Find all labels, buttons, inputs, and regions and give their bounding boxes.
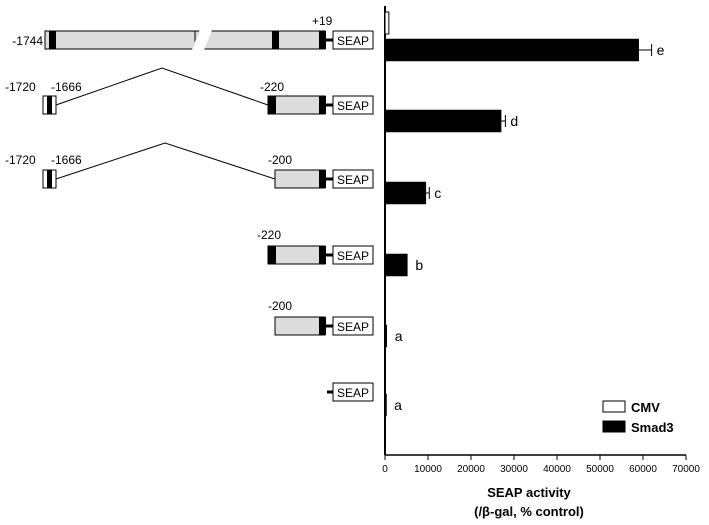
seap-reporter-box	[332, 30, 374, 50]
position-label: -1720	[5, 80, 36, 94]
bar-smad3	[384, 324, 387, 348]
construct-row-4: SEAP -220	[257, 228, 374, 265]
seap-reporter-label: SEAP	[337, 173, 369, 187]
deletion-line	[55, 142, 276, 180]
position-label: -1666	[51, 153, 82, 167]
element-block	[49, 31, 56, 49]
position-label: -220	[257, 228, 281, 242]
legend-swatch-cmv	[602, 400, 626, 413]
x-tick-label: 20000	[457, 464, 485, 475]
x-tick-label: 60000	[629, 464, 657, 475]
element-block	[272, 31, 279, 49]
seap-reporter-label: SEAP	[337, 320, 369, 334]
bar-smad3	[384, 393, 387, 417]
proximal-promoter-box	[274, 316, 326, 336]
x-axis-title: SEAP activity	[487, 485, 571, 500]
significance-letter: c	[434, 185, 441, 201]
break-mark	[192, 30, 212, 50]
bar-smad3	[384, 181, 427, 205]
significance-letter: a	[394, 397, 402, 413]
construct-row-2: SEAP -1720 -1666 -220	[5, 67, 374, 115]
position-label: -200	[268, 299, 292, 313]
position-label: +19	[312, 14, 333, 28]
bar-smad3	[384, 109, 502, 133]
seap-reporter-box	[332, 382, 374, 402]
x-tick-label: 0	[382, 464, 388, 475]
seap-reporter-label: SEAP	[337, 249, 369, 263]
significance-letter: a	[395, 328, 403, 344]
bar-chart: 0 10000 20000 30000 40000 50000 60000 70000 e d c…	[382, 6, 700, 519]
seap-reporter-box	[332, 245, 374, 265]
legend: CMV Smad3	[602, 400, 674, 435]
position-label: -1666	[51, 80, 82, 94]
x-tick-label: 30000	[500, 464, 528, 475]
proximal-promoter-box	[267, 95, 326, 115]
legend-swatch-smad3	[602, 420, 626, 433]
seap-reporter-label: SEAP	[337, 99, 369, 113]
legend-label-smad3: Smad3	[631, 420, 674, 435]
x-tick-label: 40000	[543, 464, 571, 475]
legend-label-cmv: CMV	[631, 400, 660, 415]
seap-reporter-box	[332, 316, 374, 336]
seap-reporter-label: SEAP	[337, 386, 369, 400]
position-label: -200	[268, 153, 292, 167]
construct-row-5: SEAP -200	[268, 299, 374, 336]
significance-letter: d	[510, 113, 518, 129]
bar-smad3	[384, 253, 408, 277]
proximal-promoter-box	[267, 245, 326, 265]
element-block	[319, 31, 326, 49]
position-label: -1744	[12, 34, 43, 48]
deletion-line	[55, 67, 269, 106]
seap-reporter-label: SEAP	[337, 34, 369, 48]
bar-smad3	[384, 38, 639, 62]
x-tick-label: 70000	[672, 464, 700, 475]
construct-row-1: SEAP -1744 +19	[12, 14, 374, 51]
position-label: -220	[260, 80, 284, 94]
construct-row-6: SEAP	[327, 382, 374, 402]
x-tick-label: 50000	[586, 464, 614, 475]
x-tick-label: 10000	[414, 464, 442, 475]
bar-cmv	[384, 11, 390, 35]
x-axis-subtitle: (/β-gal, % control)	[474, 504, 584, 519]
construct-row-3: SEAP -1720 -1666 -200	[5, 142, 374, 189]
seap-reporter-box	[332, 169, 374, 189]
significance-letter: e	[657, 42, 665, 58]
position-label: -1720	[5, 153, 36, 167]
promoter-segment-left	[44, 30, 204, 50]
seap-reporter-box	[332, 95, 374, 115]
proximal-promoter-box	[274, 169, 326, 189]
promoter-segment-right	[194, 30, 326, 50]
significance-letter: b	[415, 257, 423, 273]
